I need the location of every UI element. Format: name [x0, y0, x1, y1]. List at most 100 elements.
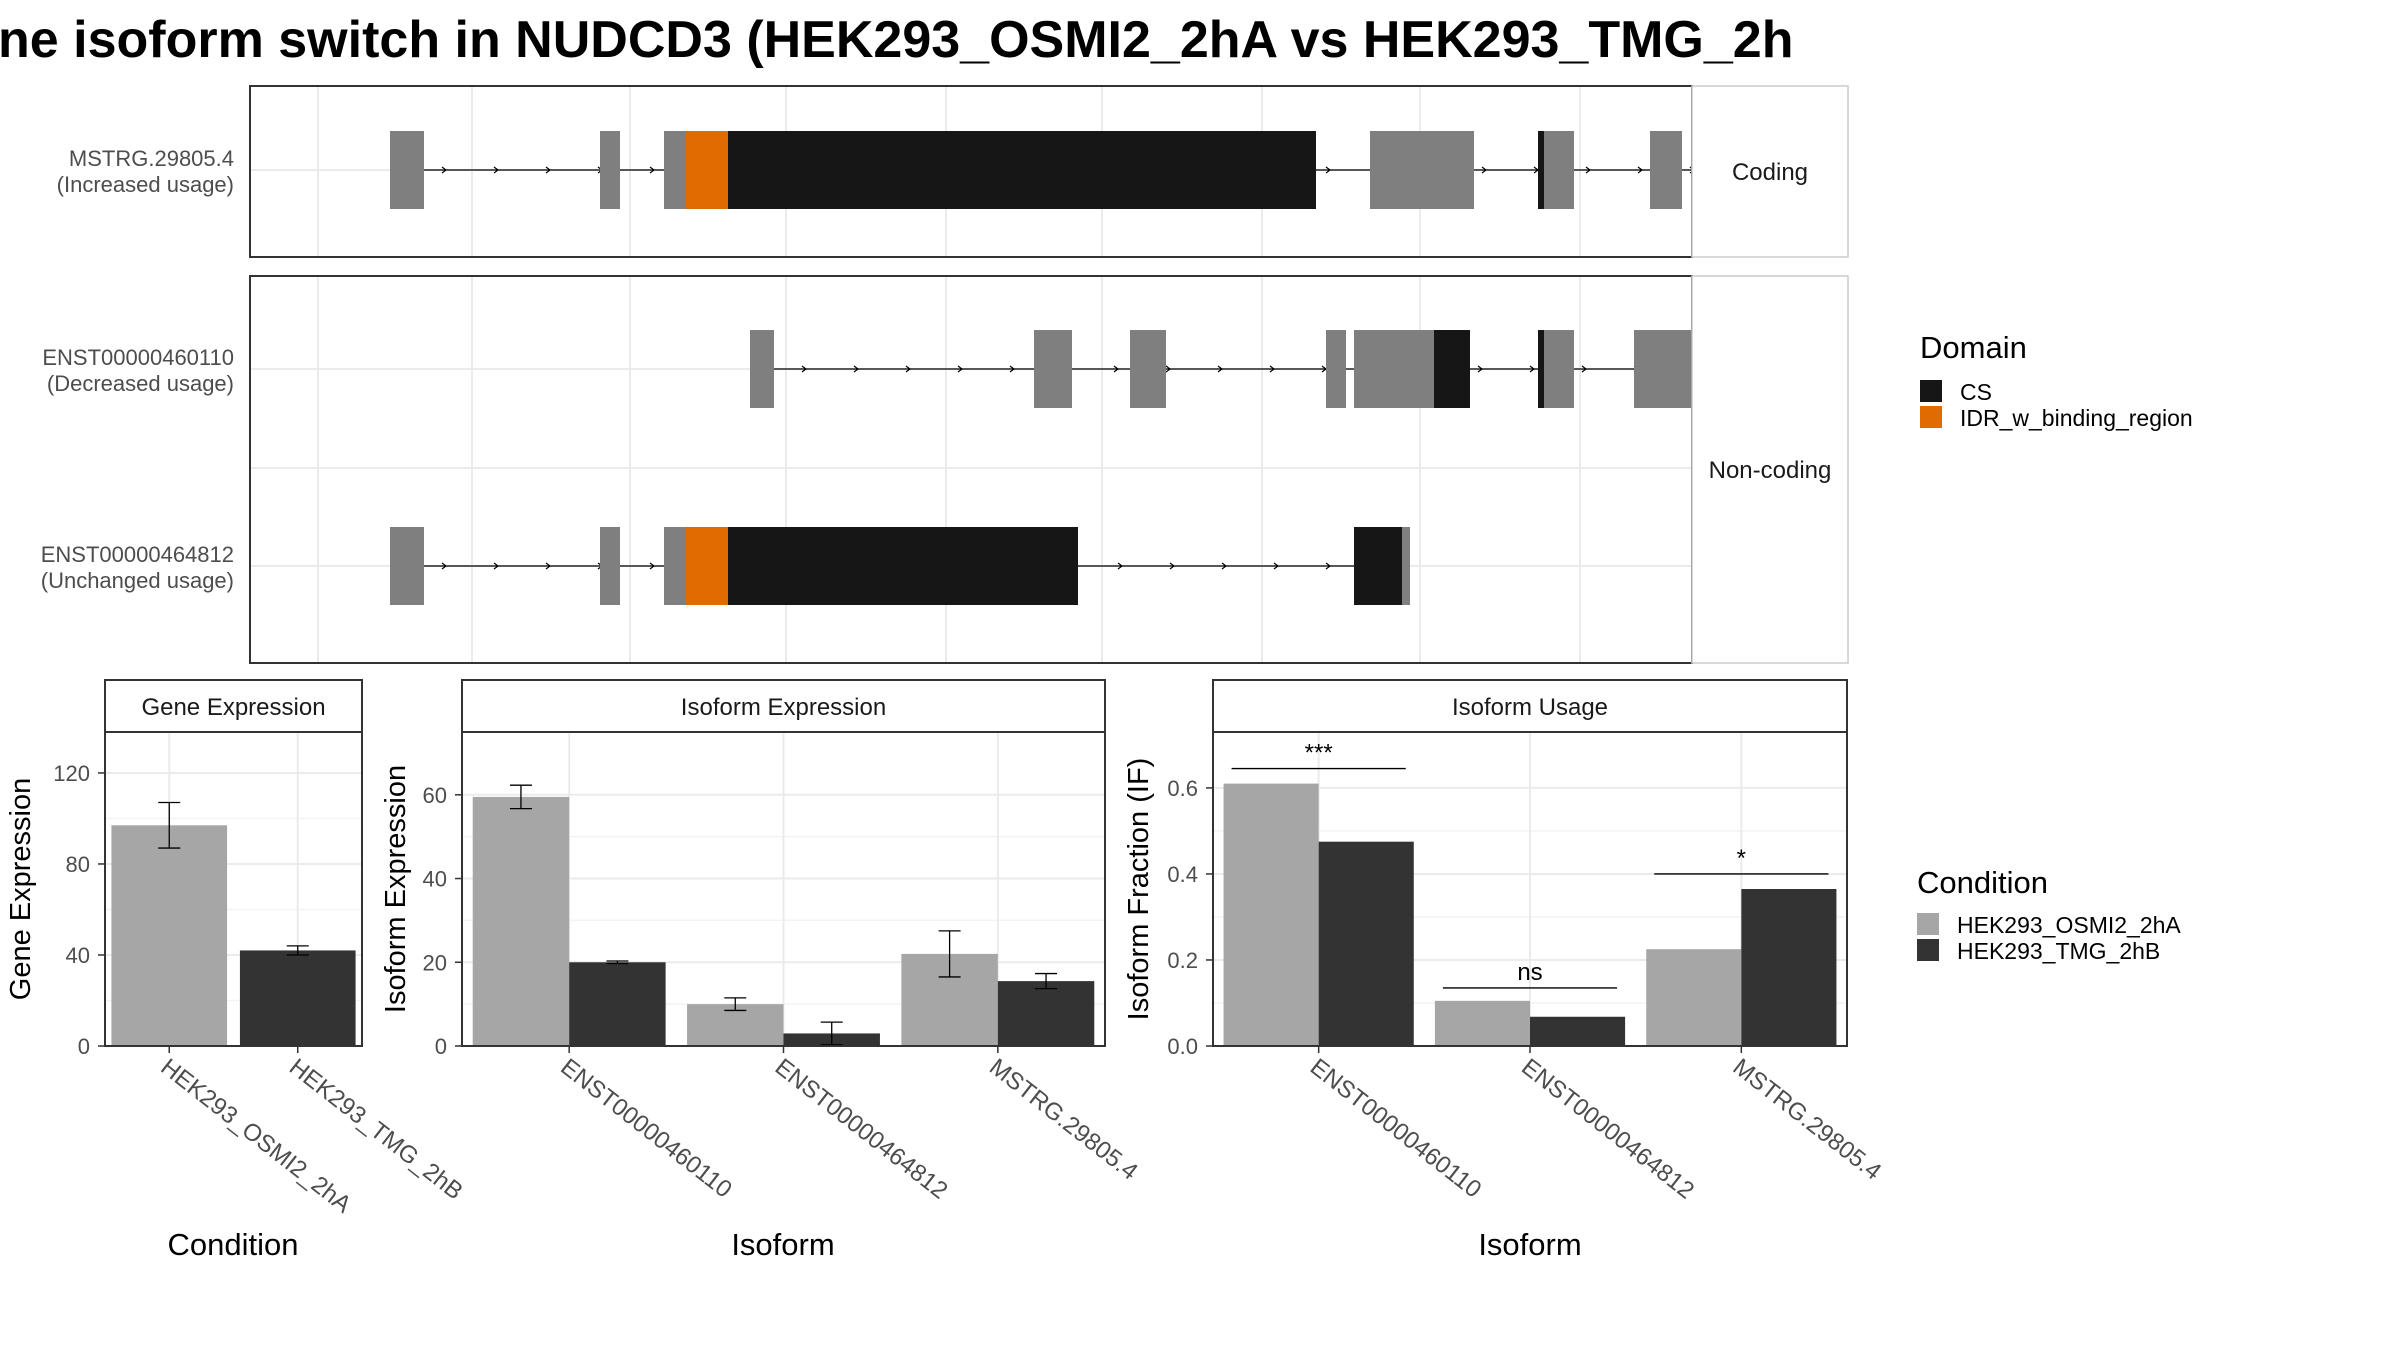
- condition-legend-key-cond_a: [1917, 913, 1939, 935]
- bar-chart-1: 04080120HEK293_OSMI2_2hAHEK293_TMG_2hBGe…: [5, 679, 468, 1262]
- y-tick-label: 0.6: [1167, 776, 1198, 801]
- strand-arrow: [649, 562, 655, 570]
- significance-label: ns: [1517, 959, 1542, 986]
- domain-cs-block: [728, 527, 1078, 605]
- transcript-id-label: MSTRG.29805.4: [69, 146, 234, 171]
- strand-arrow: [493, 166, 499, 174]
- bar-HEK293_TMG_2hB-ENST00000460110: [569, 962, 666, 1046]
- strand-arrow: [1117, 562, 1123, 570]
- strand-arrow: [1477, 365, 1483, 373]
- strand-arrow: [441, 562, 447, 570]
- strip-noncoding-label: Non-coding: [1709, 457, 1832, 484]
- strand-arrow: [1269, 365, 1275, 373]
- panel-coding: [250, 86, 1770, 257]
- strand-arrow: [905, 365, 911, 373]
- exon-block: [750, 330, 774, 408]
- strand-arrow: [1325, 562, 1331, 570]
- strand-arrow: [545, 166, 551, 174]
- strand-arrow: [545, 562, 551, 570]
- bar-HEK293_OSMI2_2hA-ENST00000464812: [1434, 1000, 1530, 1046]
- condition-legend-key-cond_b: [1917, 939, 1939, 961]
- bar-HEK293_TMG_2hB-ENST00000460110: [1318, 841, 1414, 1046]
- transcript-id-label: ENST00000460110: [42, 345, 234, 370]
- y-tick-label: 80: [66, 852, 90, 877]
- domain-legend-key-idr: [1920, 406, 1942, 428]
- exon-block: [1354, 330, 1414, 408]
- significance-label: *: [1737, 845, 1746, 872]
- x-tick-label: ENST00000460110: [1305, 1053, 1486, 1203]
- strand-arrow: [441, 166, 447, 174]
- y-tick-label: 0.4: [1167, 862, 1198, 887]
- domain-cs-block: [1538, 131, 1544, 209]
- domain-idr-block: [686, 527, 736, 605]
- y-tick-label: 0.0: [1167, 1034, 1198, 1059]
- exon-block: [600, 131, 620, 209]
- exon-block: [1034, 330, 1072, 408]
- x-tick-label: ENST00000460110: [555, 1053, 736, 1203]
- exon-block: [1650, 131, 1682, 209]
- y-axis-title: Isoform Fraction (IF): [1123, 758, 1155, 1021]
- bar-HEK293_TMG_2hB-MSTRG.29805.4: [997, 981, 1095, 1046]
- transcript-usage-label: (Unchanged usage): [41, 568, 234, 593]
- strand-arrow: [1273, 562, 1279, 570]
- strand-arrow: [853, 365, 859, 373]
- bar-HEK293_TMG_2hB-MSTRG.29805.4: [1741, 889, 1837, 1046]
- domain-legend-label: IDR_w_binding_region: [1960, 405, 2193, 431]
- facet-strip: [104, 679, 363, 733]
- x-tick-label: MSTRG.29805.4: [1728, 1053, 1887, 1185]
- strand-arrow: [1169, 562, 1175, 570]
- strand-arrow: [801, 365, 807, 373]
- x-tick-label: ENST00000464812: [1516, 1053, 1699, 1204]
- bar-HEK293_OSMI2_2hA-ENST00000464812: [687, 1004, 784, 1046]
- condition-legend-title: Condition: [1917, 865, 2048, 900]
- strand-arrow: [1165, 365, 1171, 373]
- x-axis-title: Isoform: [731, 1227, 834, 1262]
- figure-title: ne isoform switch in NUDCD3 (HEK293_OSMI…: [0, 11, 1793, 69]
- x-tick-label: ENST00000464812: [770, 1053, 953, 1204]
- domain-legend-label: CS: [1960, 379, 1992, 405]
- bar-HEK293_OSMI2_2hA-HEK293_OSMI2_2hA: [111, 825, 228, 1046]
- transcript-ENST00000464812: [390, 527, 1410, 605]
- y-tick-label: 0.2: [1167, 948, 1198, 973]
- strand-arrow: [1009, 365, 1015, 373]
- domain-legend-title: Domain: [1920, 330, 2027, 365]
- y-tick-label: 20: [423, 950, 447, 975]
- strand-arrow: [1221, 562, 1227, 570]
- y-tick-label: 120: [53, 761, 90, 786]
- y-tick-label: 0: [78, 1034, 90, 1059]
- strip-noncoding: [1691, 275, 1849, 664]
- exon-block: [1130, 330, 1166, 408]
- strip-coding: [1691, 85, 1849, 258]
- condition-legend-label: HEK293_OSMI2_2hA: [1957, 912, 2181, 938]
- y-tick-label: 40: [423, 867, 447, 892]
- transcript-usage-label: (Decreased usage): [47, 371, 234, 396]
- strand-arrow: [1325, 166, 1331, 174]
- domain-idr-block: [686, 131, 736, 209]
- exon-block: [390, 527, 424, 605]
- strand-arrow: [493, 562, 499, 570]
- domain-cs-block: [728, 131, 1316, 209]
- transcript-usage-label: (Increased usage): [57, 172, 234, 197]
- y-axis-title: Isoform Expression: [380, 765, 412, 1013]
- exon-block: [1326, 330, 1346, 408]
- strand-arrow: [1581, 365, 1587, 373]
- facet-strip-title: Isoform Expression: [681, 694, 886, 721]
- bar-chart-3: 0.0 0.2 0.4 0.6 ENST00000460110 ENST000004648…: [1123, 679, 1887, 1262]
- strand-arrow: [1113, 365, 1119, 373]
- strand-arrow: [1585, 166, 1591, 174]
- strand-arrow: [649, 166, 655, 174]
- bar-HEK293_OSMI2_2hA-ENST00000460110: [472, 796, 570, 1046]
- strand-arrow: [1481, 166, 1487, 174]
- bar-HEK293_OSMI2_2hA-ENST00000460110: [1223, 783, 1319, 1046]
- exon-block: [1634, 330, 1658, 408]
- panel-noncoding: [250, 276, 1820, 663]
- condition-legend-label: HEK293_TMG_2hB: [1957, 938, 2160, 964]
- strand-arrow: [1217, 365, 1223, 373]
- facet-strip-title: Gene Expression: [141, 694, 325, 721]
- x-axis-title: Isoform: [1478, 1227, 1581, 1262]
- x-axis-title: Condition: [168, 1227, 299, 1262]
- domain-cs-block: [1538, 330, 1544, 408]
- facet-strip: [1212, 679, 1848, 733]
